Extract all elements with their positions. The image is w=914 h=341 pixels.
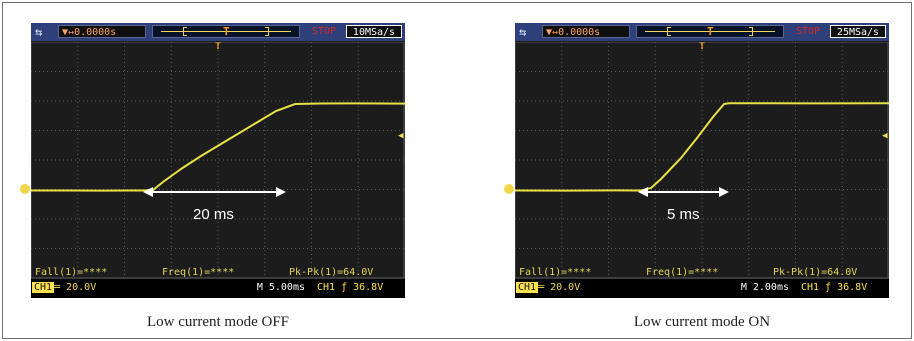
waveform-trace [31,102,405,192]
trigger-level-value: CH1 ƒ 36.8V [317,282,384,293]
timing-annotation: 5 ms [667,206,700,223]
trigger-level-icon: ◀ [398,131,404,141]
timebase-line [161,31,291,32]
pkpk-measurement: Pk-Pk(1)=64.0V [773,267,858,278]
waveform-trace [515,102,889,192]
window-bracket-left [667,27,671,36]
freq-measurement: Freq(1)=**** [162,267,235,278]
run-state: STOP [311,26,337,37]
scope-footer: CH1 ═ 20.0V M 2.00ms CH1 ƒ 36.8V [515,279,889,298]
sample-rate: 10MSa/s [346,25,402,38]
fall-measurement: Fall(1)=**** [35,267,108,278]
channel-nav-icon: ⇆ [519,25,527,39]
trigger-marker-icon: T [707,25,714,38]
timebase-value: M 5.00ms [256,282,305,293]
channel-scale-value: 20.0V [66,282,97,293]
scope-grid [515,42,889,279]
channel-scale-value: 20.0V [550,282,581,293]
caption-right: Low current mode ON [633,314,771,330]
channel-scale: CH1 ═ 20.0V [32,282,97,293]
channel-tag: CH1 [32,282,55,293]
run-state: STOP [795,26,821,37]
trigger-level-value: CH1 ƒ 36.8V [801,282,868,293]
scope-grid [31,42,405,279]
trigger-delay-value: 0.0000s [558,27,601,38]
window-bracket-left [183,27,187,36]
oscilloscope-panel-left: ⇆ ▼↔0.0000s T STOP 10MSa/s T [20,23,405,298]
double-arrow-icon [638,187,729,197]
trigger-delay-value: 0.0000s [74,27,117,38]
fall-measurement: Fall(1)=**** [519,267,592,278]
timebase-line [645,31,775,32]
double-arrow-icon [143,187,286,197]
timebase-window: T [636,25,784,38]
caption-left: Low current mode OFF [146,314,290,330]
trigger-icon: ▼ [62,27,69,38]
timebase-value: M 2.00ms [740,282,789,293]
pkpk-measurement: Pk-Pk(1)=64.0V [289,267,374,278]
scope-plot-right: 5 ms [515,42,889,279]
channel-marker-icon [20,184,30,194]
trigger-icon: ▼ [546,27,553,38]
scope-header: ⇆ ▼↔0.0000s T STOP 10MSa/s [31,23,405,41]
timebase-window: T [152,25,300,38]
freq-measurement: Freq(1)=**** [646,267,719,278]
trigger-delay-box: ▼↔0.0000s [58,25,146,38]
timing-annotation: 20 ms [193,206,234,223]
trigger-delay-box: ▼↔0.0000s [542,25,630,38]
sample-rate: 25MSa/s [830,25,886,38]
channel-nav-icon: ⇆ [35,25,43,39]
scope-plot-left: 20 ms [31,42,405,279]
scope-header: ⇆ ▼↔0.0000s T STOP 25MSa/s [515,23,889,41]
channel-marker-icon [504,184,514,194]
scope-footer: CH1 ═ 20.0V M 5.00ms CH1 ƒ 36.8V [31,279,405,298]
channel-tag: CH1 [516,282,539,293]
window-bracket-right [265,27,269,36]
trigger-level-icon: ◀ [882,131,888,141]
oscilloscope-panel-right: ⇆ ▼↔0.0000s T STOP 25MSa/s T [504,23,889,298]
trigger-marker-icon: T [223,25,230,38]
window-bracket-right [749,27,753,36]
channel-scale: CH1 ═ 20.0V [516,282,581,293]
